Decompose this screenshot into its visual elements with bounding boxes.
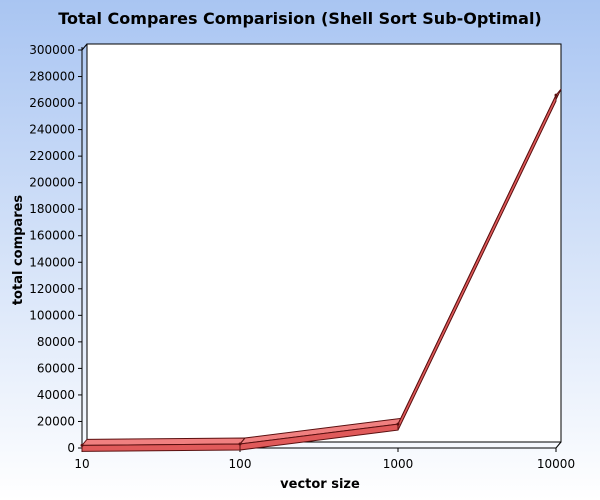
y-tick-label: 200000 xyxy=(29,176,75,190)
x-tick-label: 10 xyxy=(74,457,89,471)
y-tick-label: 40000 xyxy=(37,388,75,402)
plot-back-wall xyxy=(86,43,562,443)
y-tick-label: 280000 xyxy=(29,70,75,84)
x-tick-label: 1000 xyxy=(383,457,414,471)
series-point xyxy=(396,422,400,426)
y-tick-label: 160000 xyxy=(29,229,75,243)
y-axis-title: total compares xyxy=(11,195,26,306)
floor-edge-right xyxy=(555,441,562,449)
wall-edge-top xyxy=(81,43,88,51)
x-axis-title: vector size xyxy=(280,477,360,492)
y-tick-label: 260000 xyxy=(29,96,75,110)
y-tick-label: 60000 xyxy=(37,361,75,375)
y-axis: 0 20000 40000 60000 80000 100000 120000 140000 1… xyxy=(29,43,82,455)
y-tick-label: 80000 xyxy=(37,335,75,349)
y-tick-label: 180000 xyxy=(29,202,75,216)
y-tick-label: 100000 xyxy=(29,308,75,322)
x-tick-label: 100 xyxy=(229,457,252,471)
series-point xyxy=(554,93,558,97)
y-tick-label: 220000 xyxy=(29,149,75,163)
series-point xyxy=(238,442,242,446)
y-tick-label: 20000 xyxy=(37,414,75,428)
y-tick-label: 140000 xyxy=(29,255,75,269)
y-tick-label: 120000 xyxy=(29,282,75,296)
chart-title: Total Compares Comparision (Shell Sort S… xyxy=(58,9,541,28)
y-tick-label: 240000 xyxy=(29,123,75,137)
series-layer xyxy=(80,88,562,452)
series-segment xyxy=(397,94,557,431)
y-tick-label: 0 xyxy=(67,441,75,455)
x-tick-label: 10000 xyxy=(537,457,575,471)
y-tick-label: 300000 xyxy=(29,43,75,57)
series-point xyxy=(80,443,84,447)
series-segment xyxy=(81,443,241,452)
plot-frame xyxy=(81,43,562,449)
x-axis: 10 100 1000 10000 xyxy=(74,448,575,471)
